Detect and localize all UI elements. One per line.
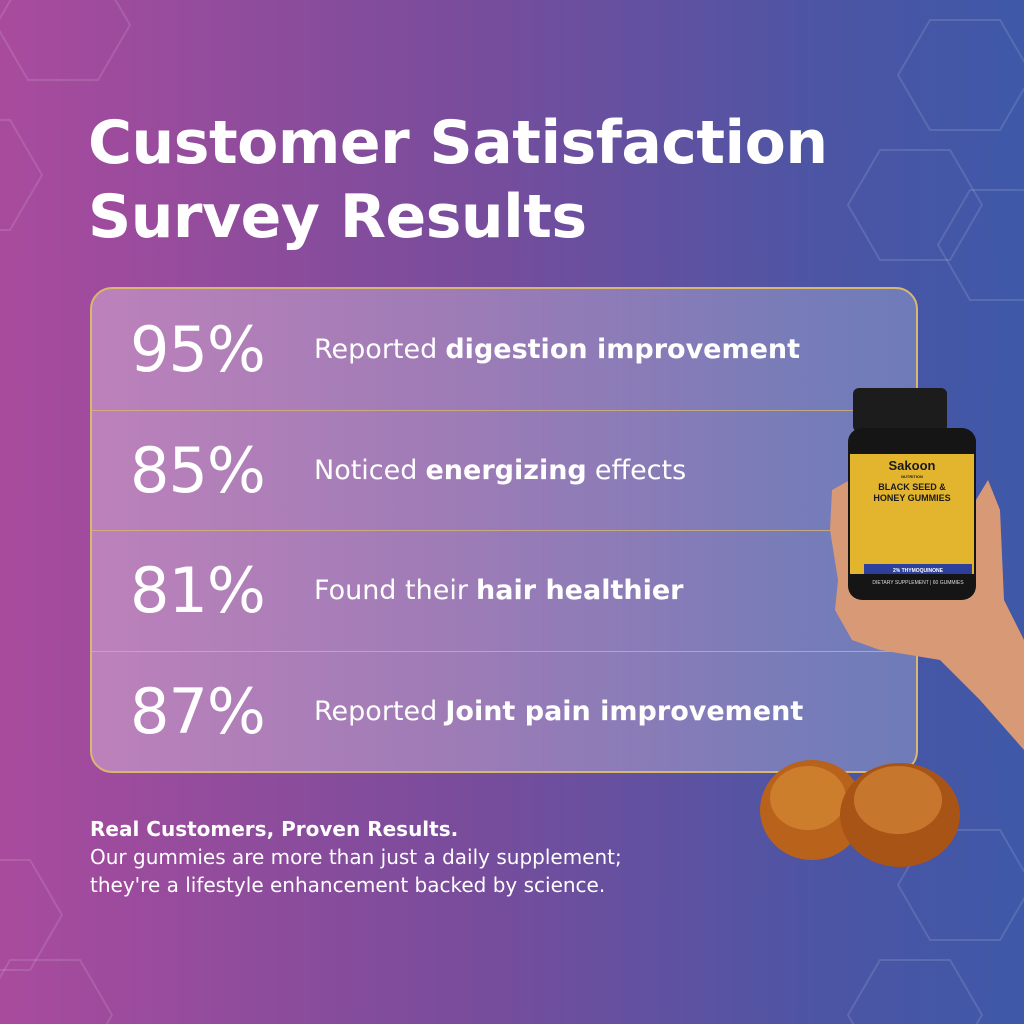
footer: Real Customers, Proven Results. Our gumm… <box>90 815 622 899</box>
result-lead: Reported <box>314 695 438 727</box>
result-row: 87% Reported Joint pain improvement <box>92 650 916 772</box>
brand: Sakoon <box>889 458 936 473</box>
result-bold: digestion improvement <box>445 333 801 365</box>
result-bold: hair healthier <box>476 575 684 607</box>
percentage: 87% <box>130 674 266 748</box>
percentage: 95% <box>130 312 266 386</box>
result-row: 95% Reported digestion improvement <box>92 289 916 410</box>
gummies <box>760 760 960 867</box>
product-foot: DIETARY SUPPLEMENT | 60 GUMMIES <box>872 580 964 586</box>
result-lead: Found their <box>314 575 468 607</box>
bottle-label <box>850 454 974 574</box>
results-card: 95% Reported digestion improvement 85% Notic… <box>90 287 918 773</box>
product-name: BLACK SEED & <box>878 482 946 492</box>
result-text: Found their hair healthier <box>314 575 683 606</box>
result-row: 85% Noticed energizing effects <box>92 409 916 531</box>
footer-line: they're a lifestyle enhancement backed b… <box>90 873 606 897</box>
result-bold: energizing <box>425 454 587 486</box>
result-bold: Joint pain improvement <box>445 695 804 727</box>
result-text: Reported digestion improvement <box>314 334 800 365</box>
result-text: Reported Joint pain improvement <box>314 696 803 727</box>
result-tail: effects <box>594 454 687 486</box>
percentage: 81% <box>130 554 266 628</box>
title: Customer Satisfaction Survey Results <box>88 108 828 252</box>
product-photo: Sakoon NUTRITION BLACK SEED & HONEY GUMM… <box>760 388 1024 867</box>
product-name: HONEY GUMMIES <box>873 493 950 503</box>
footer-heading: Real Customers, Proven Results. <box>90 817 459 841</box>
result-text: Noticed energizing effects <box>314 455 686 486</box>
brand-sub: NUTRITION <box>901 474 923 479</box>
bottle-cap <box>853 388 947 432</box>
strength: 2% THYMOQUINONE <box>893 568 944 574</box>
result-row: 81% Found their hair healthier <box>92 530 916 651</box>
result-lead: Reported <box>314 333 438 365</box>
footer-line: Our gummies are more than just a daily s… <box>90 845 622 869</box>
result-lead: Noticed <box>314 454 418 486</box>
percentage: 85% <box>130 433 266 507</box>
